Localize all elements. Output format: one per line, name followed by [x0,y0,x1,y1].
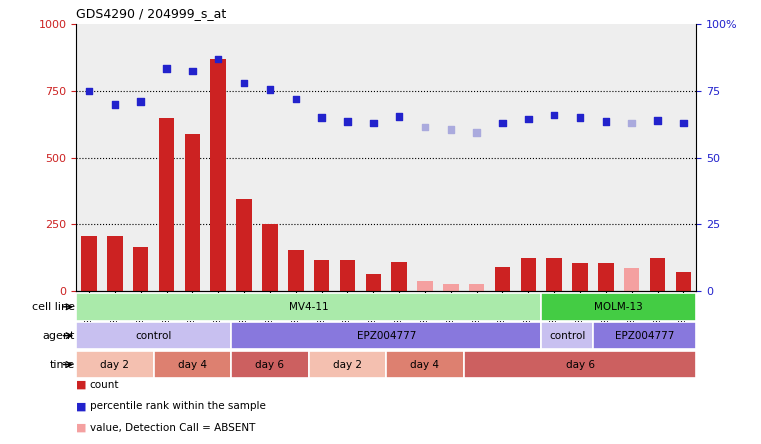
Bar [546,258,562,291]
Bar [521,258,536,291]
Bar [593,322,696,349]
Bar [469,284,485,291]
Point [135,98,147,105]
Point [368,119,380,127]
Bar [211,59,226,291]
Bar [154,351,231,378]
Bar [443,284,459,291]
Text: ■: ■ [76,401,87,411]
Point [342,118,354,125]
Point [161,65,173,72]
Text: day 4: day 4 [410,360,439,369]
Bar [314,260,330,291]
Bar [309,351,387,378]
Point [212,56,224,63]
Point [626,119,638,127]
Bar [107,236,123,291]
Point [522,115,534,123]
Text: time: time [49,360,75,369]
Bar [76,322,231,349]
Point [109,101,121,108]
Point [316,114,328,121]
Bar [339,260,355,291]
Point [393,113,405,120]
Bar [76,351,154,378]
Bar [288,250,304,291]
Bar [541,322,593,349]
Point [600,118,612,125]
Bar [391,262,407,291]
Bar [463,351,696,378]
Bar [133,247,148,291]
Bar [262,224,278,291]
Text: day 4: day 4 [178,360,207,369]
Point [238,79,250,87]
Bar [495,267,511,291]
Text: EPZ004777: EPZ004777 [356,331,416,341]
Text: day 2: day 2 [100,360,129,369]
Bar [231,322,541,349]
Point [444,126,457,133]
Text: MOLM-13: MOLM-13 [594,302,643,312]
Point [470,129,482,136]
Text: count: count [90,380,119,390]
Text: day 6: day 6 [256,360,285,369]
Text: MV4-11: MV4-11 [289,302,329,312]
Point [574,114,586,121]
Point [496,119,508,127]
Text: ■: ■ [76,380,87,390]
Bar [76,293,541,321]
Bar [676,272,691,291]
Point [83,87,95,95]
Bar [185,134,200,291]
Text: control: control [549,331,585,341]
Text: percentile rank within the sample: percentile rank within the sample [90,401,266,411]
Text: day 2: day 2 [333,360,362,369]
Bar [417,281,433,291]
Text: ■: ■ [76,423,87,432]
Point [677,119,689,127]
Point [419,123,431,131]
Text: GDS4290 / 204999_s_at: GDS4290 / 204999_s_at [76,7,226,20]
Bar [598,263,613,291]
Bar [237,199,252,291]
Bar [650,258,665,291]
Bar [81,236,97,291]
Text: agent: agent [43,331,75,341]
Bar [231,351,309,378]
Bar [572,263,587,291]
Point [186,67,199,75]
Text: value, Detection Call = ABSENT: value, Detection Call = ABSENT [90,423,255,432]
Text: day 6: day 6 [565,360,594,369]
Bar [386,351,463,378]
Point [651,117,664,124]
Text: cell line: cell line [32,302,75,312]
Text: control: control [135,331,172,341]
Point [290,95,302,103]
Point [548,111,560,119]
Text: EPZ004777: EPZ004777 [615,331,674,341]
Point [264,86,276,93]
Bar [541,293,696,321]
Bar [624,268,639,291]
Bar [365,274,381,291]
Bar [159,118,174,291]
